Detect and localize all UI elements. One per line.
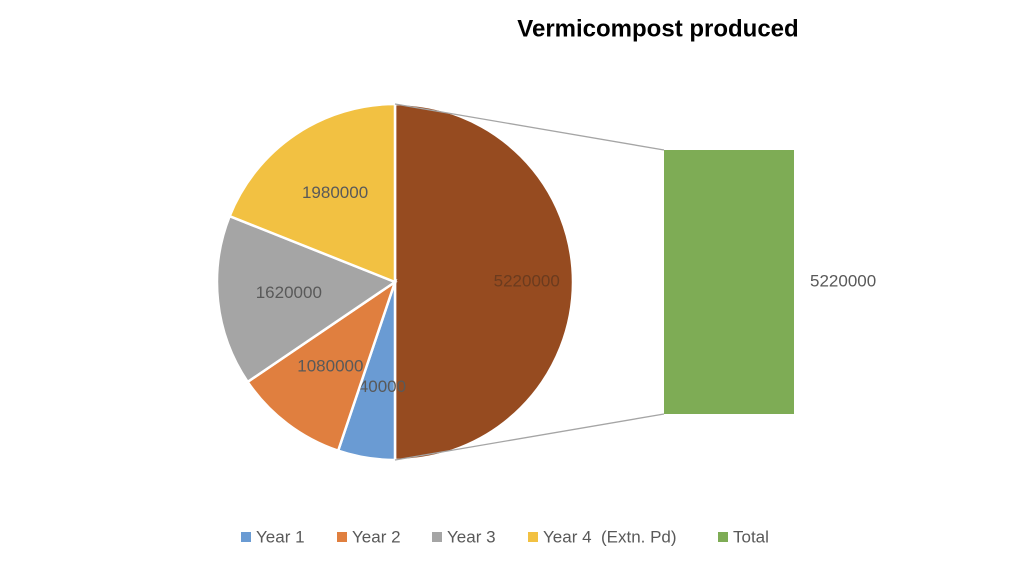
pie-slice bbox=[393, 102, 575, 462]
legend-swatch bbox=[337, 532, 347, 542]
data-label: 5220000 bbox=[494, 271, 560, 290]
legend-label: Year 3 bbox=[447, 527, 496, 546]
data-label: 1980000 bbox=[302, 183, 368, 202]
chart-title: Vermicompost produced bbox=[517, 15, 798, 42]
connector-line bbox=[394, 413, 665, 461]
legend-label: Year 4 (Extn. Pd) bbox=[543, 527, 677, 546]
legend-label: Total bbox=[733, 527, 769, 546]
legend-swatch bbox=[241, 532, 251, 542]
legend-swatch bbox=[718, 532, 728, 542]
data-label: 1620000 bbox=[256, 283, 322, 302]
legend-label: Year 2 bbox=[352, 527, 401, 546]
connector-line bbox=[394, 103, 665, 151]
pie-slice bbox=[245, 278, 398, 453]
pie-slice bbox=[215, 214, 398, 384]
data-label: 540000 bbox=[349, 377, 406, 396]
legend-swatch bbox=[432, 532, 442, 542]
legend-label: Year 1 bbox=[256, 527, 305, 546]
bar bbox=[664, 150, 794, 414]
data-label: 5220000 bbox=[810, 271, 876, 290]
data-label: 1080000 bbox=[297, 357, 363, 376]
pie-slice bbox=[228, 102, 397, 284]
legend-swatch bbox=[528, 532, 538, 542]
